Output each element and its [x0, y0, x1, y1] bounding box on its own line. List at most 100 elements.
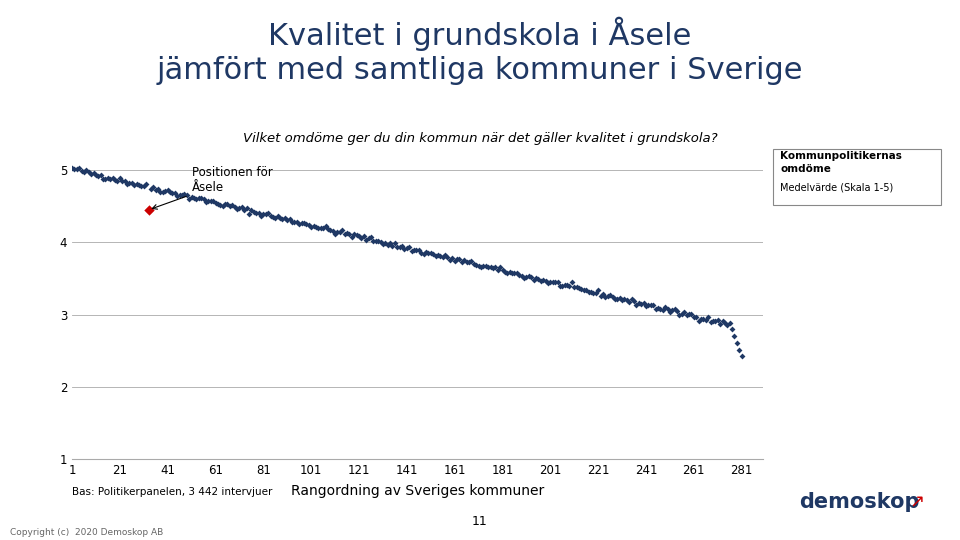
Point	[181, 194, 197, 203]
Point	[194, 194, 209, 202]
Point	[438, 251, 453, 259]
Point	[664, 306, 680, 314]
Point	[538, 276, 553, 285]
Point	[462, 258, 477, 266]
Point	[234, 202, 250, 211]
Point	[725, 325, 740, 333]
Point	[552, 282, 567, 291]
Point	[136, 182, 152, 191]
Text: Kvalitet i grundskola i Åsele
jämfört med samtliga kommuner i Sverige: Kvalitet i grundskola i Åsele jämfört me…	[156, 16, 804, 85]
Point	[321, 225, 336, 233]
Point	[112, 174, 128, 183]
Point	[88, 171, 104, 179]
Point	[251, 208, 266, 217]
Point	[727, 331, 742, 340]
Point	[688, 312, 704, 321]
Point	[667, 305, 683, 313]
Point	[640, 301, 656, 310]
Point	[557, 280, 572, 289]
Point	[502, 267, 517, 276]
Point	[64, 164, 80, 172]
Point	[550, 278, 565, 287]
Point	[540, 279, 556, 287]
Point	[708, 316, 723, 325]
Point	[323, 225, 338, 234]
Point	[449, 254, 465, 263]
Point	[297, 219, 312, 228]
Point	[636, 299, 651, 307]
Point	[669, 306, 684, 315]
Point	[626, 296, 641, 305]
Point	[605, 292, 620, 301]
Point	[129, 179, 144, 188]
Point	[414, 249, 429, 258]
Point	[396, 245, 412, 253]
Point	[138, 180, 154, 188]
Point	[157, 186, 173, 195]
Point	[411, 246, 426, 254]
Point	[177, 190, 192, 198]
Point	[207, 199, 223, 208]
Point	[127, 180, 142, 189]
Point	[189, 195, 204, 204]
Point	[351, 231, 367, 240]
Point	[273, 213, 288, 222]
Point	[358, 236, 373, 245]
Point	[581, 288, 596, 296]
Point	[576, 286, 591, 295]
Point	[196, 194, 211, 203]
Point	[536, 276, 551, 285]
Point	[76, 167, 91, 176]
Point	[590, 286, 606, 295]
Point	[282, 215, 298, 224]
Point	[516, 273, 532, 282]
Point	[478, 262, 493, 271]
Point	[340, 229, 355, 238]
Point	[674, 309, 689, 318]
Text: Positionen för
Åsele: Positionen för Åsele	[153, 166, 273, 209]
Point	[499, 269, 515, 278]
Point	[246, 207, 261, 216]
Point	[507, 268, 522, 277]
Point	[236, 205, 252, 214]
Point	[69, 165, 84, 173]
Point	[497, 268, 513, 276]
Point	[722, 318, 737, 327]
Point	[492, 262, 508, 271]
Point	[526, 275, 541, 284]
Point	[560, 281, 575, 289]
Point	[454, 258, 469, 266]
Point	[165, 188, 180, 197]
Point	[416, 249, 431, 258]
Point	[170, 191, 185, 200]
Point	[215, 201, 230, 210]
Point	[672, 310, 687, 319]
Point	[275, 215, 290, 224]
Point	[98, 174, 113, 183]
Point	[425, 249, 441, 258]
Point	[734, 352, 750, 361]
Point	[368, 237, 383, 246]
Point	[375, 240, 391, 249]
Point	[301, 221, 317, 230]
Text: Copyright (c)  2020 Demoskop AB: Copyright (c) 2020 Demoskop AB	[10, 528, 163, 537]
Point	[504, 269, 519, 278]
Point	[440, 253, 455, 261]
Point	[603, 291, 618, 299]
Point	[95, 174, 110, 183]
Point	[377, 239, 393, 247]
Point	[528, 274, 543, 283]
Point	[658, 302, 673, 311]
Point	[593, 292, 609, 301]
Point	[284, 218, 300, 226]
Point	[231, 204, 247, 212]
Point	[308, 222, 324, 231]
Point	[205, 197, 221, 205]
Point	[433, 251, 448, 260]
Point	[706, 317, 721, 326]
Point	[348, 231, 364, 239]
Point	[227, 202, 242, 211]
Point	[220, 199, 235, 208]
Point	[249, 208, 264, 217]
Point	[289, 218, 304, 227]
